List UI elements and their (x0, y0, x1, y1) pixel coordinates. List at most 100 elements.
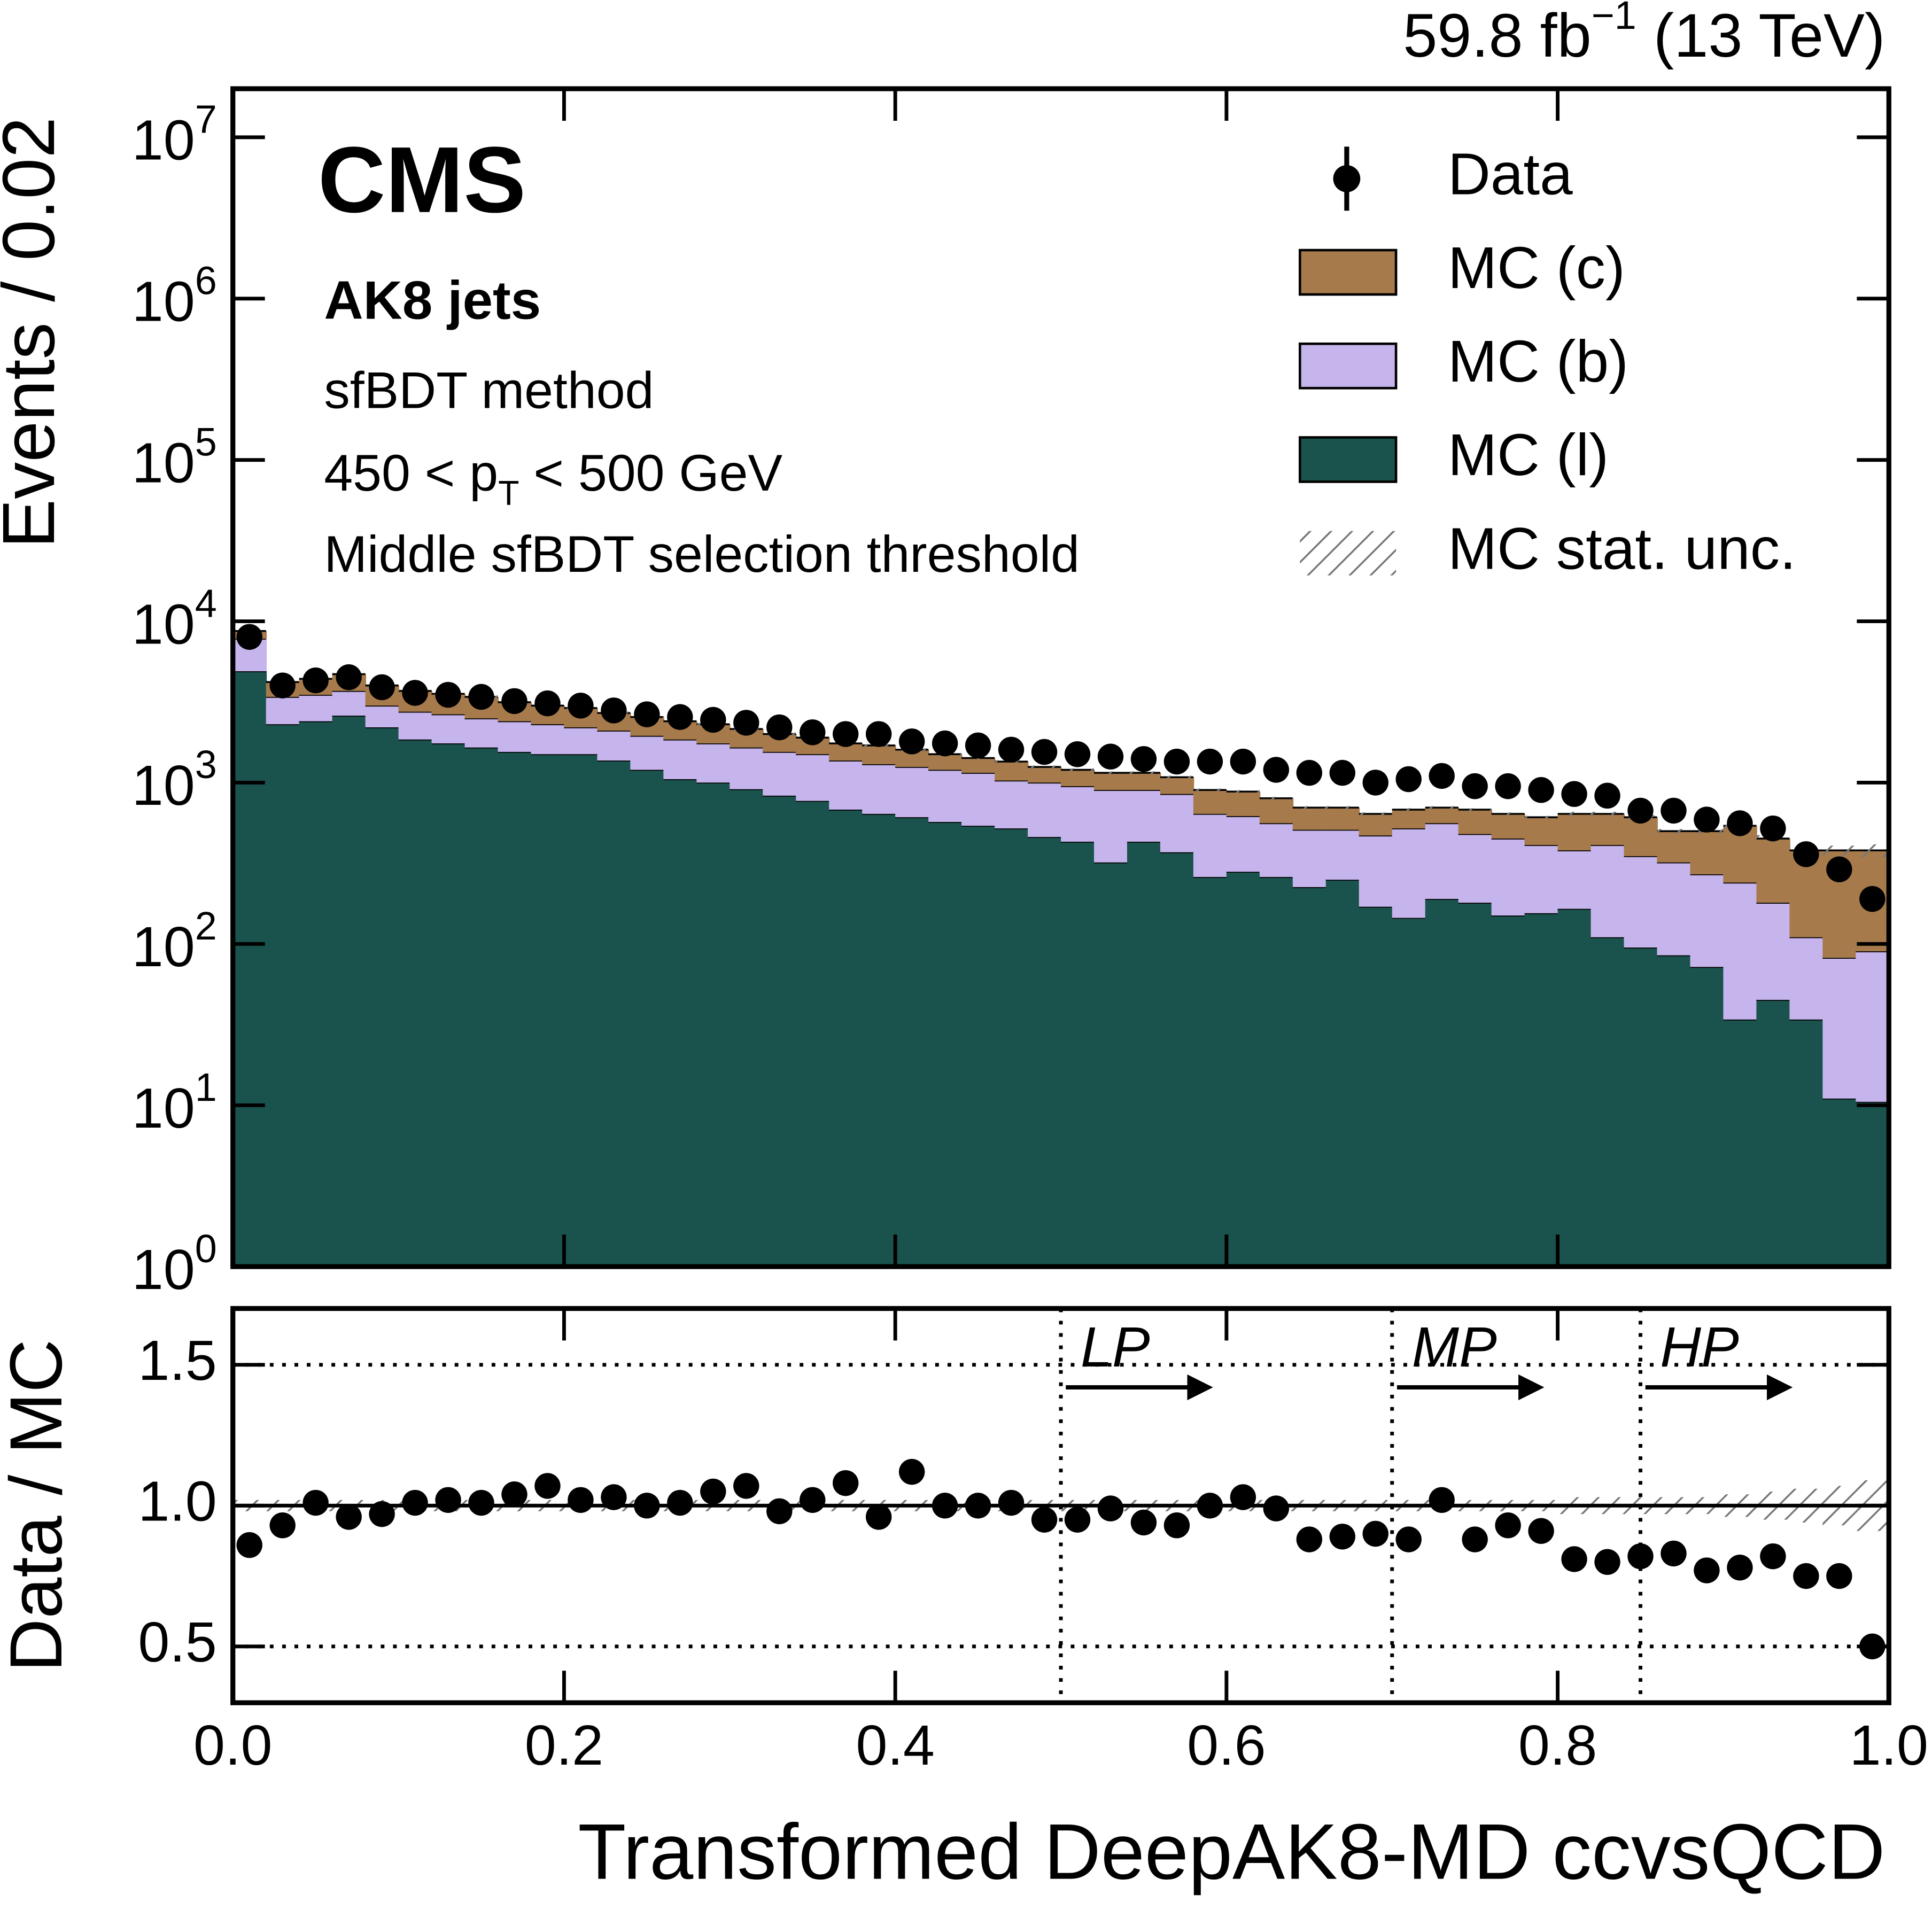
histogram-bar (431, 714, 465, 744)
x-tick-label: 0.4 (856, 1714, 934, 1777)
data-point (1064, 741, 1091, 767)
histogram-bar (1028, 782, 1062, 837)
data-point (1661, 797, 1687, 824)
histogram-bar (1624, 817, 1658, 857)
stat-unc-band (1193, 788, 1227, 791)
data-point (965, 732, 991, 759)
y-tick-label: 104 (132, 581, 217, 656)
histogram-bar (862, 764, 896, 814)
data-point (766, 714, 793, 741)
stat-unc-band (1061, 768, 1094, 772)
histogram-bar (763, 795, 797, 1267)
histogram-bar (1723, 882, 1757, 1020)
ratio-point (932, 1493, 958, 1519)
stat-unc-band (1127, 771, 1160, 774)
ratio-point (865, 1504, 892, 1530)
ratio-point (1362, 1520, 1388, 1547)
histogram-bar (498, 721, 532, 752)
histogram-bar (1789, 937, 1824, 1020)
histogram-bar (1557, 813, 1592, 851)
data-point (1826, 856, 1852, 882)
data-point (1362, 770, 1388, 796)
ratio-point (468, 1489, 494, 1516)
histogram-bar (1193, 790, 1228, 814)
x-axis-label: Transformed DeepAK8-MD ccvsQCD (578, 1808, 1885, 1896)
histogram-bar (1061, 842, 1095, 1267)
histogram-bar (1657, 831, 1691, 863)
legend-swatch (1298, 436, 1398, 483)
pt-range-label: 450 < pT < 500 GeV (324, 444, 782, 513)
y-tick-exponent: 0 (195, 1226, 217, 1271)
histogram-bar (895, 767, 929, 818)
data-point (1495, 773, 1521, 799)
histogram-bar (365, 727, 399, 1267)
histogram-bar (1292, 829, 1327, 887)
histogram-bar (498, 751, 532, 1267)
histogram-bar (1425, 899, 1460, 1267)
histogram-bar (696, 782, 731, 1267)
histogram-bar (1093, 790, 1128, 863)
stat-unc-band (1524, 816, 1558, 819)
histogram-bar (961, 758, 996, 773)
ratio-point (1561, 1546, 1587, 1572)
data-point (236, 624, 262, 650)
histogram-bar (597, 731, 631, 761)
y-tick-label: 107 (132, 97, 217, 172)
ratio-point (568, 1487, 594, 1513)
histogram-bar (1690, 831, 1724, 875)
y-tick-exponent: 4 (195, 581, 217, 625)
histogram-bar (1524, 817, 1558, 845)
data-point (435, 681, 461, 708)
histogram-bar (1822, 1098, 1857, 1267)
histogram-bar (862, 745, 896, 765)
histogram-bar (1690, 874, 1724, 967)
ratio-point (1130, 1509, 1157, 1536)
stat-unc-band (1160, 775, 1193, 779)
y-tick-exponent: 7 (195, 97, 217, 142)
cms-label: CMS (318, 128, 526, 232)
data-point (1163, 748, 1190, 775)
ratio-point (1031, 1507, 1058, 1533)
y-tick-label: 106 (132, 259, 217, 333)
histogram-bar (1160, 852, 1194, 1267)
threshold-label: Middle sfBDT selection threshold (324, 525, 1080, 583)
histogram-bar (365, 705, 399, 728)
histogram-bar (796, 754, 830, 801)
ratio-point (501, 1481, 527, 1508)
histogram-bar (266, 696, 300, 725)
histogram-bar (1756, 838, 1790, 903)
ratio-point (1793, 1563, 1819, 1589)
histogram-bar (1226, 872, 1261, 1267)
ratio-point (1694, 1557, 1720, 1583)
histogram-bar (1557, 909, 1592, 1267)
histogram-bar (1524, 913, 1558, 1267)
jet-label: AK8 jets (324, 270, 541, 330)
ratio-point (1064, 1507, 1091, 1533)
ratio-point (601, 1484, 627, 1510)
histogram-bar (332, 690, 367, 716)
histogram-bar (531, 724, 565, 755)
data-point (601, 697, 627, 724)
histogram-bar (1425, 823, 1460, 899)
data-point (898, 728, 925, 755)
ratio-point (1263, 1495, 1290, 1521)
data-point (932, 730, 958, 757)
data-point (1097, 743, 1124, 770)
histogram-bar (1590, 937, 1625, 1267)
stat-unc-band (1093, 771, 1127, 774)
histogram-bar (1127, 790, 1161, 842)
ratio-point (1230, 1484, 1256, 1510)
ratio-point (1429, 1487, 1455, 1513)
data-point (1395, 766, 1422, 793)
data-point (1296, 759, 1323, 786)
ratio-point (1163, 1512, 1190, 1539)
histogram-bar (862, 813, 896, 1267)
ratio-point (965, 1493, 991, 1519)
ratio-point (402, 1489, 428, 1516)
histogram-bar (1259, 823, 1294, 878)
histogram-bar (299, 695, 333, 721)
ratio-point (667, 1489, 693, 1516)
histogram-bar (1789, 1019, 1824, 1267)
histogram-bar (995, 828, 1029, 1267)
